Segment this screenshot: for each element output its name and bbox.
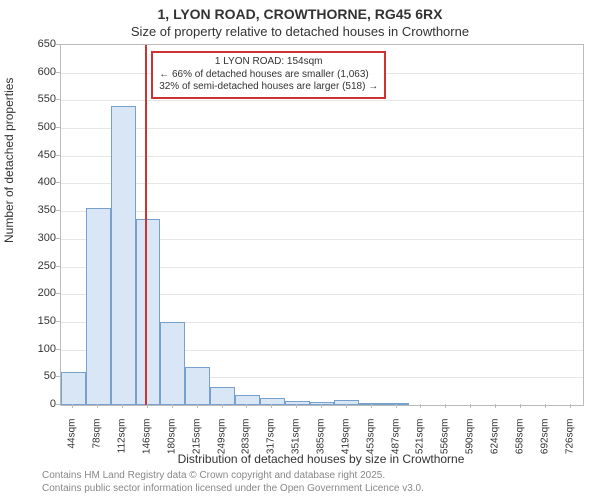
histogram-bar (210, 387, 235, 405)
gridline (61, 156, 583, 157)
x-tick-label: 351sqm (291, 419, 302, 479)
y-tick-mark (56, 376, 60, 377)
annotation-line: 1 LYON ROAD: 154sqm (159, 56, 378, 69)
y-tick-mark (56, 404, 60, 405)
footer-line: Contains public sector information licen… (42, 483, 424, 496)
x-tick-mark (396, 404, 397, 408)
y-tick-mark (56, 182, 60, 183)
gridline (61, 183, 583, 184)
x-tick-mark (470, 404, 471, 408)
annotation-line: 32% of semi-detached houses are larger (… (159, 81, 378, 94)
annotation-line: ← 66% of detached houses are smaller (1,… (159, 69, 378, 82)
x-tick-mark (222, 404, 223, 408)
x-tick-mark (445, 404, 446, 408)
x-tick-label: 624sqm (490, 419, 501, 479)
histogram-bar (111, 106, 136, 405)
y-tick-label: 150 (32, 315, 56, 327)
y-tick-label: 50 (32, 370, 56, 382)
y-tick-label: 450 (32, 149, 56, 161)
x-tick-label: 419sqm (340, 419, 351, 479)
x-tick-label: 215sqm (191, 419, 202, 479)
x-tick-label: 556sqm (440, 419, 451, 479)
histogram-bar (160, 322, 185, 405)
x-tick-mark (520, 404, 521, 408)
x-tick-label: 692sqm (539, 419, 550, 479)
y-tick-mark (56, 321, 60, 322)
y-tick-label: 250 (32, 260, 56, 272)
plot-area: 1 LYON ROAD: 154sqm← 66% of detached hou… (60, 44, 584, 406)
y-tick-mark (56, 44, 60, 45)
histogram-bar (334, 400, 359, 405)
y-tick-label: 500 (32, 121, 56, 133)
x-tick-mark (172, 404, 173, 408)
x-tick-label: 146sqm (142, 419, 153, 479)
x-tick-mark (570, 404, 571, 408)
x-tick-mark (97, 404, 98, 408)
y-tick-label: 300 (32, 232, 56, 244)
reference-line (145, 45, 147, 405)
y-tick-label: 350 (32, 204, 56, 216)
y-tick-label: 0 (32, 398, 56, 410)
x-tick-mark (545, 404, 546, 408)
y-tick-label: 400 (32, 176, 56, 188)
chart-subtitle: Size of property relative to detached ho… (0, 24, 600, 39)
histogram-bar (235, 395, 260, 405)
y-tick-label: 650 (32, 38, 56, 50)
gridline (61, 100, 583, 101)
x-tick-label: 521sqm (415, 419, 426, 479)
y-tick-mark (56, 155, 60, 156)
histogram-bar (359, 403, 384, 405)
y-axis-label: Number of detached properties (2, 78, 16, 243)
histogram-bar (86, 208, 111, 405)
x-tick-label: 112sqm (117, 419, 128, 479)
x-tick-mark (122, 404, 123, 408)
histogram-bar (61, 372, 86, 405)
x-tick-mark (197, 404, 198, 408)
y-tick-mark (56, 72, 60, 73)
y-tick-label: 550 (32, 93, 56, 105)
x-tick-label: 249sqm (216, 419, 227, 479)
x-tick-mark (72, 404, 73, 408)
x-tick-mark (246, 404, 247, 408)
y-tick-mark (56, 127, 60, 128)
x-tick-label: 658sqm (514, 419, 525, 479)
x-tick-label: 180sqm (166, 419, 177, 479)
histogram-bar (136, 219, 161, 405)
x-tick-label: 317sqm (266, 419, 277, 479)
x-tick-label: 283sqm (241, 419, 252, 479)
x-tick-mark (271, 404, 272, 408)
x-tick-label: 78sqm (92, 419, 103, 479)
y-tick-label: 100 (32, 343, 56, 355)
x-tick-label: 487sqm (390, 419, 401, 479)
y-tick-mark (56, 266, 60, 267)
x-tick-mark (420, 404, 421, 408)
histogram-bar (185, 367, 210, 405)
gridline (61, 128, 583, 129)
y-tick-label: 200 (32, 287, 56, 299)
x-tick-mark (371, 404, 372, 408)
x-tick-label: 453sqm (365, 419, 376, 479)
x-tick-label: 590sqm (465, 419, 476, 479)
x-tick-label: 385sqm (316, 419, 327, 479)
y-tick-label: 600 (32, 66, 56, 78)
y-tick-mark (56, 210, 60, 211)
y-tick-mark (56, 238, 60, 239)
gridline (61, 211, 583, 212)
histogram-bar (384, 403, 409, 405)
y-tick-mark (56, 293, 60, 294)
chart-title: 1, LYON ROAD, CROWTHORNE, RG45 6RX (0, 6, 600, 22)
x-tick-label: 726sqm (564, 419, 575, 479)
y-tick-mark (56, 99, 60, 100)
x-tick-mark (296, 404, 297, 408)
x-tick-mark (495, 404, 496, 408)
x-tick-mark (321, 404, 322, 408)
y-tick-mark (56, 349, 60, 350)
x-tick-mark (147, 404, 148, 408)
x-tick-mark (346, 404, 347, 408)
annotation-box: 1 LYON ROAD: 154sqm← 66% of detached hou… (151, 51, 386, 99)
x-tick-label: 44sqm (67, 419, 78, 479)
